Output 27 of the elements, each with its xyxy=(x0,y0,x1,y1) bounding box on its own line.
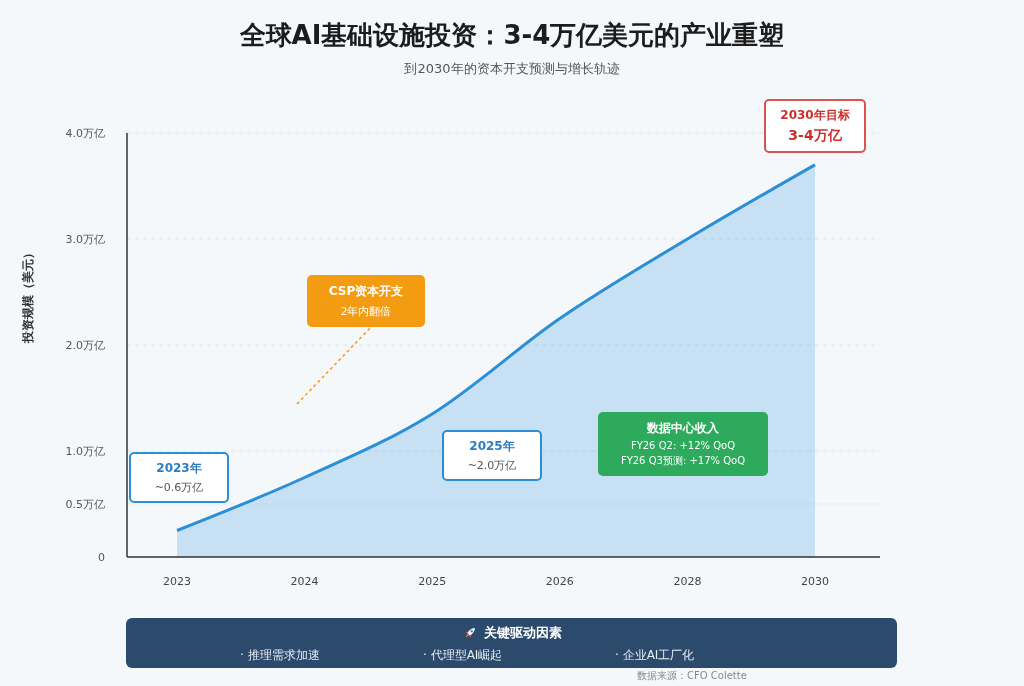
y-tick-label: 4.0万亿 xyxy=(65,126,105,140)
callout-box: CSP资本开支 2年内翻倍 xyxy=(307,275,425,327)
chart-title: 全球AI基础设施投资：3-4万亿美元的产业重塑 xyxy=(238,19,786,52)
y-tick-label: 0.5万亿 xyxy=(65,497,105,511)
y-tick-label: 0 xyxy=(98,550,105,564)
callout-box: 2025年 ~2.0万亿 xyxy=(442,430,542,481)
annotation: 2030年目标 3-4万亿 xyxy=(779,106,851,145)
drivers-panel: 关键驱动因素 · 推理需求加速 · 代理型AI崛起 · 企业AI工厂化 xyxy=(126,618,897,668)
annotation: CSP资本开支 2年内翻倍 xyxy=(327,283,405,319)
annotation: 2025年 ~2.0万亿 xyxy=(466,438,518,473)
callout-box: 2030年目标 3-4万亿 xyxy=(764,98,866,153)
source-note: 数据来源：CFO Colette xyxy=(637,669,747,683)
x-tick-label: 2028 xyxy=(673,574,702,588)
y-axis-title: 投资规模（美元） xyxy=(19,247,36,343)
x-tick-label: 2024 xyxy=(290,574,319,588)
x-tick-label: 2025 xyxy=(418,574,447,588)
x-tick-label: 2026 xyxy=(545,574,574,588)
y-tick-label: 1.0万亿 xyxy=(65,444,105,458)
annotation: 2023年 ~0.6万亿 xyxy=(153,460,205,495)
annotation: 数据中心收入 FY26 Q2: +12% QoQ FY26 Q3预测: +17% QoQ xyxy=(619,420,747,468)
y-tick-label: 3.0万亿 xyxy=(65,232,105,246)
callout-box: 数据中心收入 FY26 Q2: +12% QoQ FY26 Q3预测: +17% QoQ xyxy=(598,412,768,476)
y-tick-label: 2.0万亿 xyxy=(65,338,105,352)
x-tick-label: 2030 xyxy=(801,574,829,588)
chart-subtitle: 到2030年的资本开支预测与增长轨迹 xyxy=(403,60,621,78)
x-tick-label: 2023 xyxy=(163,574,191,588)
callout-box: 2023年 ~0.6万亿 xyxy=(129,452,229,503)
